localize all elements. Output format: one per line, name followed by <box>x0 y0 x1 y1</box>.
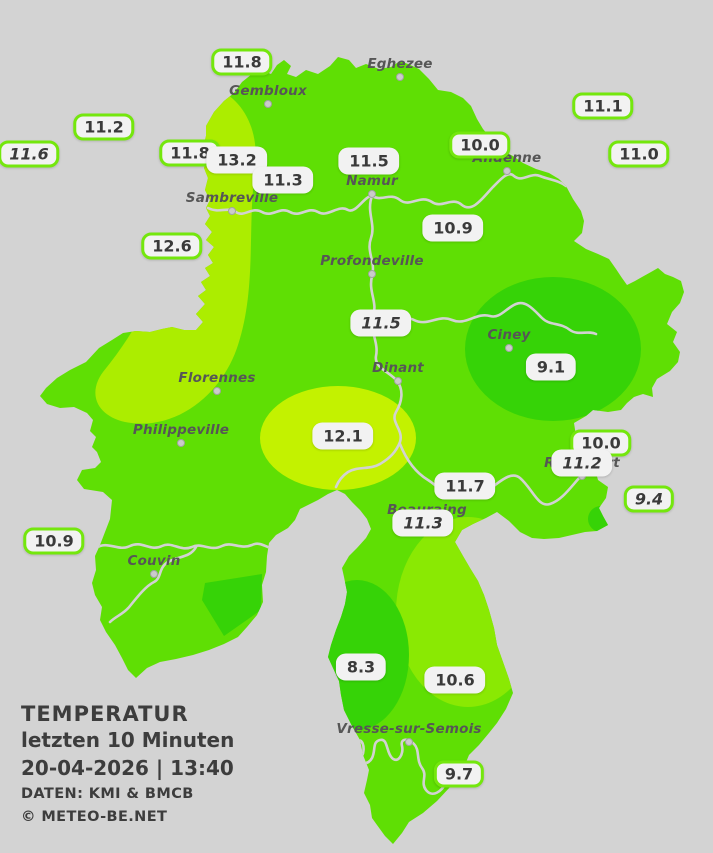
temperature-badge: 11.8 <box>211 48 273 76</box>
city-label: Florennes <box>178 370 256 386</box>
map-subtitle: letzten 10 Minuten <box>21 728 235 752</box>
city-label: Sambreville <box>185 190 279 206</box>
river-semois <box>354 738 464 795</box>
temperature-badge: 11.3 <box>252 166 314 194</box>
river-bocq <box>373 301 598 336</box>
map-legend-block: TEMPERATUR letzten 10 Minuten 20-04-2026… <box>21 701 234 828</box>
temperature-badge: 10.9 <box>422 214 484 242</box>
temperature-badge: 8.3 <box>335 653 387 681</box>
temperature-badge: 11.3 <box>392 509 454 537</box>
zone-cool-ciney <box>465 277 641 421</box>
city-dot <box>396 73 404 81</box>
city-dot <box>228 207 236 215</box>
city-label: Profondeville <box>320 253 424 269</box>
zone-cool-southeast <box>588 506 614 532</box>
temperature-badge: 11.5 <box>350 309 412 337</box>
temperature-badge: 11.6 <box>0 140 60 168</box>
temperature-badge: 11.1 <box>572 92 634 120</box>
temperature-badge: 9.1 <box>525 353 577 381</box>
city-label: Philippeville <box>132 422 230 438</box>
copyright: © METEO-BE.NET <box>21 809 168 825</box>
temperature-badge: 10.9 <box>23 527 85 555</box>
temperature-badge: 10.6 <box>424 666 486 694</box>
city-label: Namur <box>346 173 398 189</box>
city-label: Dinant <box>372 360 424 376</box>
city-dot <box>150 570 158 578</box>
temperature-badge: 11.2 <box>551 449 613 477</box>
river-eau-noire <box>94 542 270 550</box>
temperature-badge: 11.2 <box>73 113 135 141</box>
river-sambre <box>206 194 374 215</box>
city-label: Gembloux <box>229 83 307 99</box>
city-dot <box>213 387 221 395</box>
zone-cool-couvin-south <box>202 574 262 636</box>
city-dot <box>405 738 413 746</box>
city-dot <box>264 100 272 108</box>
temperature-badge: 11.5 <box>338 147 400 175</box>
city-label: Couvin <box>127 553 181 569</box>
data-credit: DATEN: KMI & BMCB <box>21 786 194 802</box>
river-meuse-north <box>370 172 568 209</box>
city-dot <box>505 344 513 352</box>
city-dot <box>368 270 376 278</box>
temperature-badge: 12.6 <box>141 232 203 260</box>
temperature-badge: 11.8 <box>159 139 221 167</box>
temperature-badge: 10.0 <box>449 131 511 159</box>
temperature-badge: 11.7 <box>434 472 496 500</box>
city-dot <box>177 439 185 447</box>
city-label: Eghezee <box>367 56 433 72</box>
temperature-badge: 11.0 <box>608 140 670 168</box>
temperature-badge: 9.7 <box>433 760 485 788</box>
city-dot <box>368 190 376 198</box>
map-datetime: 20-04-2026 | 13:40 <box>21 756 234 780</box>
city-label: Ciney <box>487 327 531 343</box>
river-eau-noire-branch <box>108 545 198 624</box>
city-dot <box>394 377 402 385</box>
city-label: Vresse-sur-Semois <box>336 721 482 737</box>
city-dot <box>503 167 511 175</box>
map-title: TEMPERATUR <box>21 702 189 726</box>
temperature-badge: 9.4 <box>623 485 675 513</box>
temperature-badge: 12.1 <box>312 422 374 450</box>
